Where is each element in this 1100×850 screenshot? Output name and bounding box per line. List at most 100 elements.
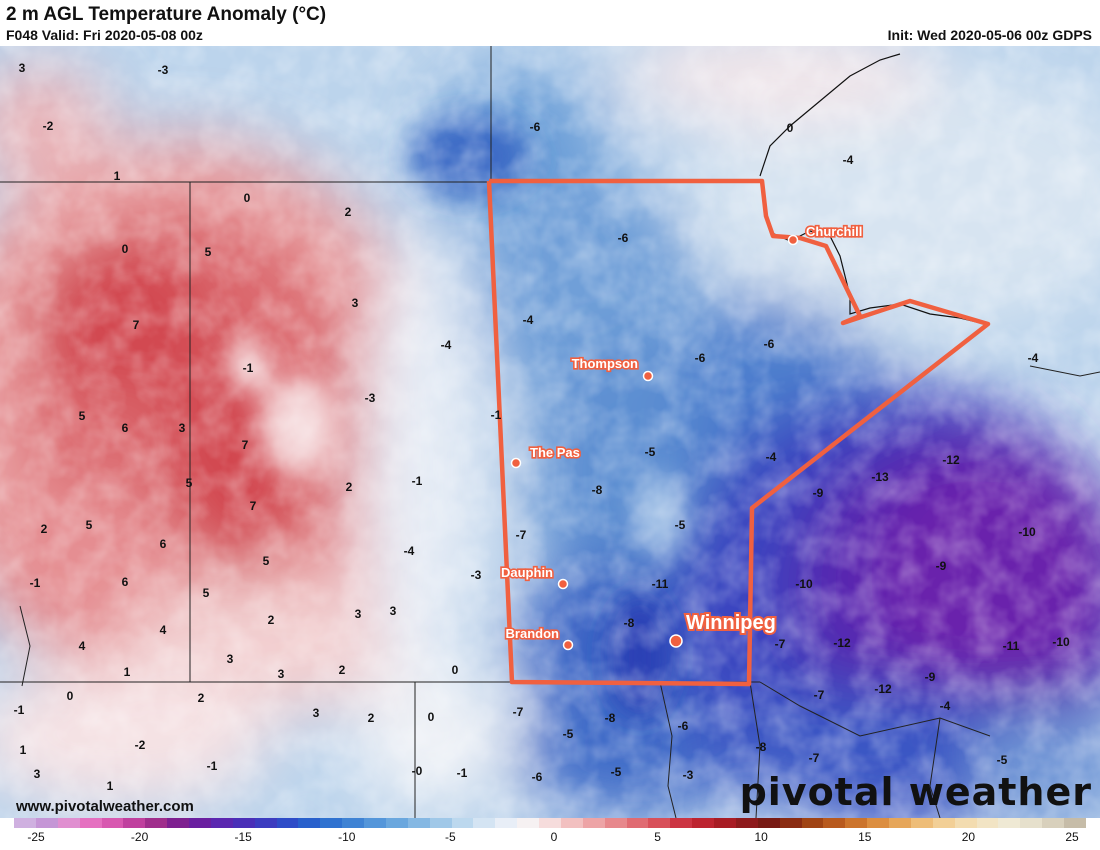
colorbar-swatch [735, 818, 758, 828]
contour-label: -8 [592, 483, 603, 497]
colorbar-swatch [910, 818, 933, 828]
city-dot [510, 457, 522, 469]
colorbar-tick-label: 20 [961, 830, 976, 844]
city-label: Thompson [572, 356, 638, 371]
contour-label: 4 [160, 623, 167, 637]
colorbar-swatch [473, 818, 496, 828]
contour-label: -3 [471, 568, 482, 582]
contour-label: -1 [243, 361, 254, 375]
source-url[interactable]: www.pivotalweather.com [16, 798, 194, 815]
colorbar-tick-label: -25 [27, 830, 45, 844]
contour-label: 7 [250, 499, 257, 513]
city-markers: Churchill Thompson The Pas Dauphin Brandon Wi… [499, 222, 864, 651]
contour-label: 0 [244, 191, 251, 205]
contour-label: 5 [263, 554, 270, 568]
contour-label: 3 [34, 767, 41, 781]
city-label: Dauphin [501, 565, 553, 580]
colorbar-swatch [298, 818, 321, 828]
contour-label: -13 [871, 470, 889, 484]
colorbar-swatch [232, 818, 255, 828]
city-label: The Pas [530, 445, 580, 460]
colorbar-swatch [189, 818, 211, 828]
city-dot [669, 634, 683, 648]
contour-label: -1 [30, 576, 41, 590]
contour-label: -8 [605, 711, 616, 725]
contour-label: -2 [43, 119, 54, 133]
contour-label: 3 [355, 607, 362, 621]
colorbar-tick-label: 10 [754, 830, 768, 844]
contour-label: -6 [678, 719, 689, 733]
contour-label: -9 [936, 559, 947, 573]
city-label: Winnipeg [686, 612, 776, 634]
contour-label: -11 [1003, 639, 1020, 653]
city-dot [557, 578, 569, 590]
valid-time: F048 Valid: Fri 2020-05-08 00z [6, 27, 203, 43]
contour-label: -0 [412, 764, 423, 778]
colorbar-swatch [495, 818, 518, 828]
colorbar-swatch [1020, 818, 1043, 828]
contour-label: 6 [160, 537, 167, 551]
init-time: Init: Wed 2020-05-06 00z GDPS [887, 27, 1092, 43]
city-label: Brandon [506, 626, 560, 641]
colorbar-tick-label: -10 [338, 830, 356, 844]
contour-label: 0 [428, 710, 435, 724]
colorbar-swatch [889, 818, 911, 828]
contour-label: 1 [20, 743, 27, 757]
brand-logo: pivotal weather [739, 770, 1092, 814]
contour-label: 0 [452, 663, 459, 677]
city-dot [562, 639, 574, 651]
colorbar-tick-label: 15 [858, 830, 872, 844]
contour-label: -10 [1052, 635, 1070, 649]
contour-label: -5 [997, 753, 1008, 767]
contour-label: 2 [41, 522, 48, 536]
contour-label: -4 [404, 544, 415, 558]
colorbar-swatch [692, 818, 714, 828]
colorbar-swatch [210, 818, 233, 828]
contour-label: -1 [412, 474, 423, 488]
colorbar-swatch [14, 818, 36, 828]
contour-label: -6 [764, 337, 775, 351]
contour-label: -12 [874, 682, 892, 696]
contour-label: 3 [390, 604, 397, 618]
contour-label: 3 [278, 667, 285, 681]
colorbar-swatch [342, 818, 364, 828]
contour-label: 5 [203, 586, 210, 600]
colorbar-swatch [101, 818, 124, 828]
contour-label: 1 [114, 169, 121, 183]
contour-label: -7 [814, 688, 825, 702]
contour-label: 3 [19, 61, 26, 75]
contour-label: -6 [695, 351, 706, 365]
contour-label: -3 [365, 391, 376, 405]
city-label: Churchill [806, 224, 862, 239]
colorbar: -25 -20 -15 -10 -5 0 5 10 15 20 25 [0, 818, 1100, 850]
contour-label: 5 [86, 518, 93, 532]
manitoba-outline [486, 178, 991, 687]
colorbar-tick-label: 0 [550, 830, 558, 844]
anomaly-shading [0, 46, 1100, 818]
contour-label: 1 [107, 779, 114, 793]
colorbar-swatch [320, 818, 343, 828]
contour-label: -1 [457, 766, 468, 780]
contour-label: -1 [14, 703, 25, 717]
colorbar-swatch [254, 818, 277, 828]
city-dot [642, 370, 654, 382]
contour-label: 2 [339, 663, 346, 677]
contour-label: 3 [313, 706, 320, 720]
colorbar-swatch [364, 818, 386, 828]
contour-label: -5 [645, 445, 656, 459]
colorbar-swatch [57, 818, 80, 828]
contour-label: -1 [491, 408, 502, 422]
contour-label: 7 [242, 438, 249, 452]
colorbar-swatch [626, 818, 649, 828]
contour-label: -11 [652, 577, 669, 591]
colorbar-swatch [845, 818, 868, 828]
contour-label: -10 [795, 577, 813, 591]
colorbar-swatch [1064, 818, 1086, 828]
contour-label: -8 [624, 616, 635, 630]
colorbar-swatch [648, 818, 671, 828]
colorbar-tick-label: -15 [234, 830, 252, 844]
colorbar-swatch [123, 818, 146, 828]
contour-label: 0 [67, 689, 74, 703]
